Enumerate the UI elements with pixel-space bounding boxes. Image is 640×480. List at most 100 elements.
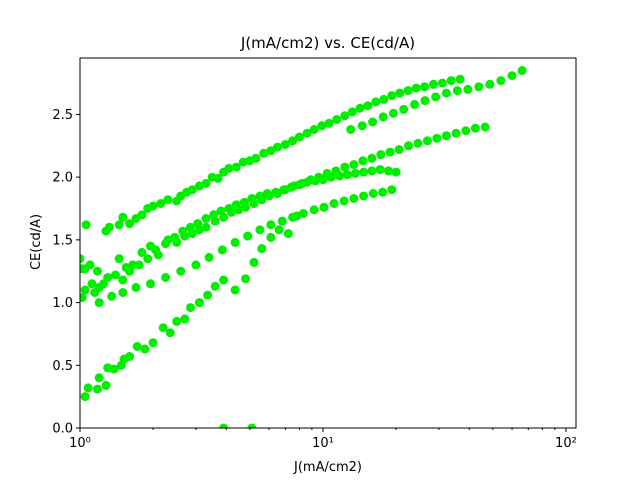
data-point: [446, 76, 456, 86]
data-point: [271, 187, 281, 197]
data-point: [194, 298, 204, 308]
data-point: [266, 220, 276, 230]
data-point: [81, 220, 91, 230]
data-point: [134, 260, 144, 270]
data-point: [230, 285, 240, 295]
data-point: [385, 147, 395, 157]
data-point: [114, 220, 124, 230]
data-point: [156, 199, 166, 208]
data-point: [186, 222, 195, 232]
data-point: [332, 115, 342, 124]
data-point: [413, 138, 423, 148]
data-point: [241, 274, 250, 284]
data-point: [319, 202, 329, 212]
data-point: [359, 167, 369, 177]
data-point: [437, 78, 447, 88]
data-point: [109, 364, 119, 374]
data-point: [379, 94, 389, 104]
data-point: [346, 125, 356, 134]
data-point: [384, 166, 393, 176]
x-tick-label: 10¹: [312, 436, 334, 451]
data-point: [310, 176, 320, 186]
data-point: [231, 162, 241, 172]
data-point: [176, 266, 186, 276]
data-point: [146, 279, 155, 289]
data-point: [302, 128, 312, 138]
data-point: [399, 104, 409, 114]
data-point: [394, 145, 404, 155]
data-point: [151, 245, 161, 255]
x-tick-label: 10²: [555, 436, 577, 451]
data-point: [247, 423, 257, 428]
data-point: [326, 172, 336, 182]
data-point: [463, 84, 473, 94]
data-point: [350, 168, 360, 178]
data-point: [266, 146, 276, 156]
data-point: [191, 260, 201, 270]
data-point: [378, 112, 388, 122]
data-point: [309, 125, 319, 134]
data-point: [163, 195, 173, 205]
data-point: [420, 82, 430, 92]
data-point: [94, 373, 104, 383]
data-point: [368, 189, 378, 198]
data-point: [80, 293, 87, 303]
data-point: [507, 71, 517, 81]
data-point: [94, 298, 104, 308]
data-point: [178, 226, 188, 236]
data-point: [143, 254, 153, 264]
data-point: [140, 344, 150, 354]
data-point: [357, 121, 367, 131]
data-point: [452, 86, 462, 96]
data-point: [324, 118, 334, 128]
data-point: [286, 182, 296, 192]
data-point: [283, 229, 293, 239]
data-point: [461, 126, 471, 136]
data-point: [294, 132, 304, 142]
data-point: [480, 122, 490, 132]
data-point: [474, 82, 484, 92]
data-point: [292, 211, 302, 221]
y-tick-label: 1.0: [52, 296, 73, 311]
data-point: [80, 392, 90, 402]
data-point: [339, 196, 349, 206]
data-point: [349, 160, 359, 170]
data-point: [148, 338, 158, 348]
data-point: [274, 225, 284, 235]
data-point: [90, 288, 100, 297]
data-point: [349, 194, 359, 203]
data-point: [118, 275, 128, 285]
data-point: [496, 76, 506, 86]
data-point: [470, 123, 480, 133]
data-point: [451, 128, 461, 138]
data-point: [158, 323, 168, 333]
data-point: [302, 177, 312, 187]
data-point: [137, 210, 147, 220]
data-point: [210, 281, 220, 291]
data-point: [201, 222, 211, 232]
data-point: [404, 141, 413, 151]
data-point: [172, 316, 182, 326]
data-point: [411, 83, 421, 93]
data-point: [431, 92, 441, 102]
data-point: [342, 170, 352, 180]
data-point: [219, 275, 229, 285]
data-point: [125, 352, 135, 361]
data-point: [216, 206, 226, 216]
data-point: [255, 225, 265, 235]
data-point: [335, 171, 344, 181]
data-point: [367, 153, 377, 163]
data-point: [277, 216, 287, 226]
data-point: [80, 254, 85, 264]
data-point: [340, 162, 350, 172]
data-point: [224, 204, 234, 213]
plot-frame: [79, 57, 577, 429]
data-point: [266, 232, 276, 242]
data-point: [132, 342, 142, 351]
data-point: [193, 219, 203, 229]
data-point: [329, 199, 339, 208]
data-point: [230, 237, 240, 247]
data-point: [217, 245, 227, 255]
data-point: [279, 185, 289, 195]
